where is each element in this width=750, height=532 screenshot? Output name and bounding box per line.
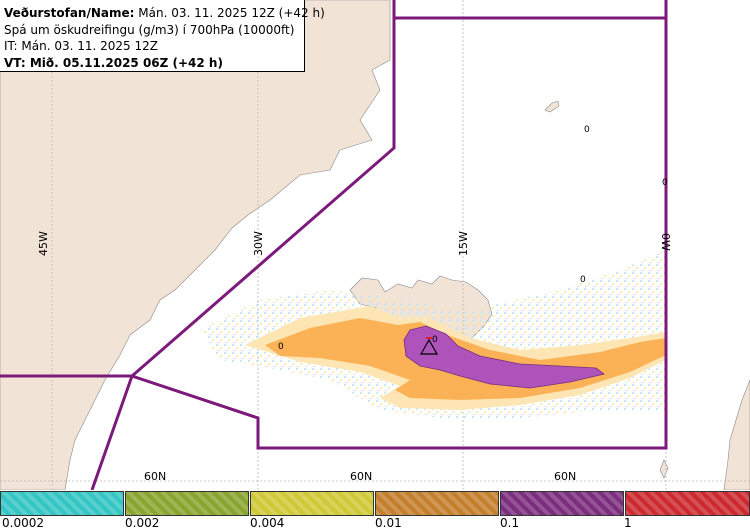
lat-label-2: 60N	[350, 470, 372, 483]
run-time-value: Mán. 03. 11. 2025 12Z (+42 h)	[138, 6, 325, 20]
contour-label: 0	[580, 275, 586, 285]
legend-swatch-1	[0, 491, 124, 516]
lon-label-30w: 30W	[252, 231, 265, 256]
island-small	[544, 100, 560, 113]
lon-label-0w: 0W	[659, 233, 672, 251]
lon-label-45w: 45W	[37, 231, 50, 256]
ash-high	[403, 325, 605, 389]
legend-swatch-2	[125, 491, 249, 516]
ash-forecast-map: 45W 30W 15W 0W 60N 60N 60N 0 0 0 0 0	[0, 0, 750, 490]
contour-label: 0	[432, 335, 438, 345]
lat-label-1: 60N	[144, 470, 166, 483]
lon-label-15w: 15W	[457, 231, 470, 256]
contour-label: 0	[584, 125, 590, 135]
volcano-icon	[419, 337, 439, 355]
concentration-legend: 0.0002 0.002 0.004 0.01 0.1 1	[0, 491, 750, 532]
valid-time-label: VT:	[4, 55, 26, 70]
ash-plume	[200, 250, 666, 418]
legend-swatch-3	[250, 491, 374, 516]
domain-border-left	[0, 374, 135, 490]
info-line-4: VT: Mið. 05.11.2025 06Z (+42 h)	[4, 55, 304, 72]
source-label: Veðurstofan/Name:	[4, 6, 135, 20]
contour-label: 0	[278, 342, 284, 352]
legend-swatch-5	[500, 491, 624, 516]
legend-tick-5: 0.1	[500, 516, 520, 530]
greenland-land	[0, 0, 391, 490]
legend-swatch-6	[625, 491, 750, 516]
valid-time-value: Mið. 05.11.2025 06Z (+42 h)	[29, 55, 223, 70]
initial-time: IT: Mán. 03. 11. 2025 12Z	[4, 39, 158, 53]
legend-tick-3: 0.004	[250, 516, 285, 530]
forecast-description: Spá um öskudreifingu (g/m3) í 700hPa (10…	[4, 22, 295, 37]
legend-tick-2: 0.002	[125, 516, 160, 530]
legend-swatch-4	[375, 491, 499, 516]
lat-label-3: 60N	[554, 470, 576, 483]
legend-tick-4: 0.01	[375, 516, 402, 530]
model-domain-outline	[129, 0, 668, 450]
forecast-info-box: Veðurstofan/Name: Mán. 03. 11. 2025 12Z …	[0, 0, 325, 72]
info-line-1: Veðurstofan/Name: Mán. 03. 11. 2025 12Z …	[4, 5, 325, 22]
europe-land	[723, 379, 750, 490]
contour-label: 0	[662, 178, 668, 188]
legend-tick-1: 0.0002	[2, 516, 44, 530]
legend-tick-6: 1	[624, 516, 632, 530]
